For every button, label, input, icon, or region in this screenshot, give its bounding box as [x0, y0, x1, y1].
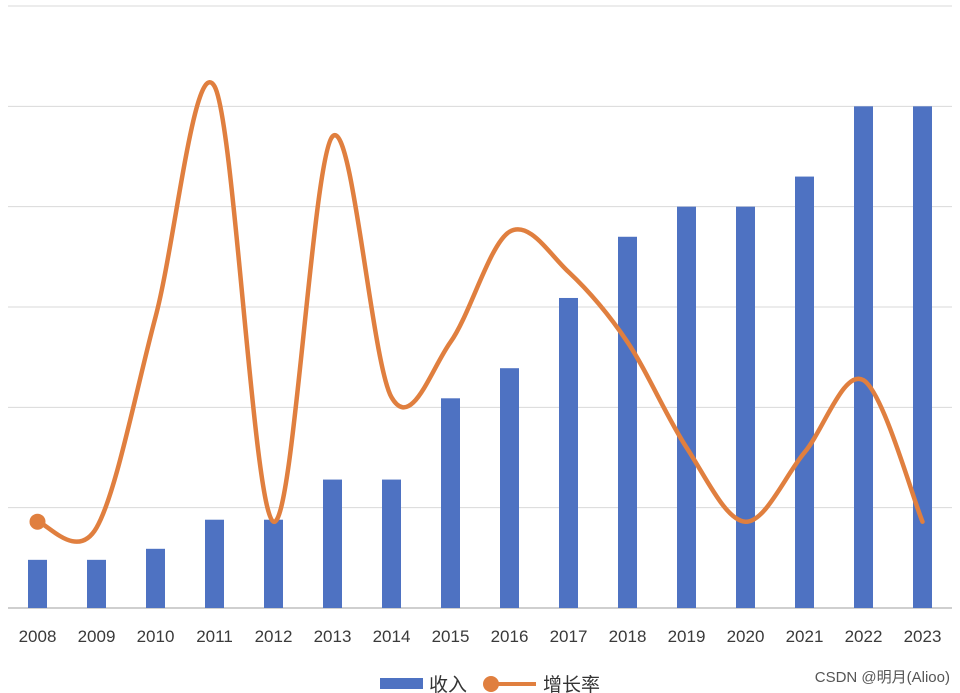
bar-2012 [264, 519, 283, 608]
bar-2008 [28, 559, 47, 608]
bar-2021 [795, 176, 814, 609]
x-tick-2013: 2013 [314, 627, 352, 646]
bar-2016 [500, 368, 519, 608]
x-tick-2012: 2012 [255, 627, 293, 646]
legend: 收入 增长率 [380, 674, 600, 693]
bar-2013 [323, 479, 342, 608]
bar-2014 [382, 479, 401, 608]
x-tick-2019: 2019 [668, 627, 706, 646]
bar-2023 [913, 106, 932, 608]
x-tick-2018: 2018 [609, 627, 647, 646]
bar-2011 [205, 519, 224, 608]
x-tick-2020: 2020 [727, 627, 765, 646]
line-series-growth-rate [35, 80, 925, 544]
legend-marker-growth-rate [483, 676, 499, 692]
x-tick-2010: 2010 [137, 627, 175, 646]
bar-2015 [441, 398, 460, 608]
x-tick-2008: 2008 [19, 627, 57, 646]
bar-2009 [87, 559, 106, 608]
bar-2017 [559, 297, 578, 608]
bar-2019 [677, 206, 696, 608]
bar-2010 [146, 548, 165, 608]
line-marker-2008 [29, 513, 46, 530]
x-tick-2009: 2009 [78, 627, 116, 646]
x-tick-2021: 2021 [786, 627, 824, 646]
bar-series-revenue [28, 106, 932, 609]
bar-2020 [736, 206, 755, 608]
legend-swatch-revenue [380, 678, 423, 689]
x-tick-2016: 2016 [491, 627, 529, 646]
x-tick-2017: 2017 [550, 627, 588, 646]
watermark: CSDN @明月(Alioo) [814, 669, 950, 686]
x-tick-2015: 2015 [432, 627, 470, 646]
bar-2018 [618, 236, 637, 608]
x-axis-tick-labels: 2008 2009 2010 2011 2012 2013 2014 2015 2016 2017… [19, 627, 942, 646]
x-tick-2014: 2014 [373, 627, 411, 646]
x-tick-2023: 2023 [904, 627, 942, 646]
legend-label-revenue: 收入 [429, 674, 467, 693]
bar-2022 [854, 106, 873, 608]
x-tick-2011: 2011 [196, 627, 233, 646]
x-tick-2022: 2022 [845, 627, 883, 646]
line-markers [29, 513, 46, 530]
legend-label-growth-rate: 增长率 [543, 674, 600, 693]
gridlines [8, 5, 952, 609]
